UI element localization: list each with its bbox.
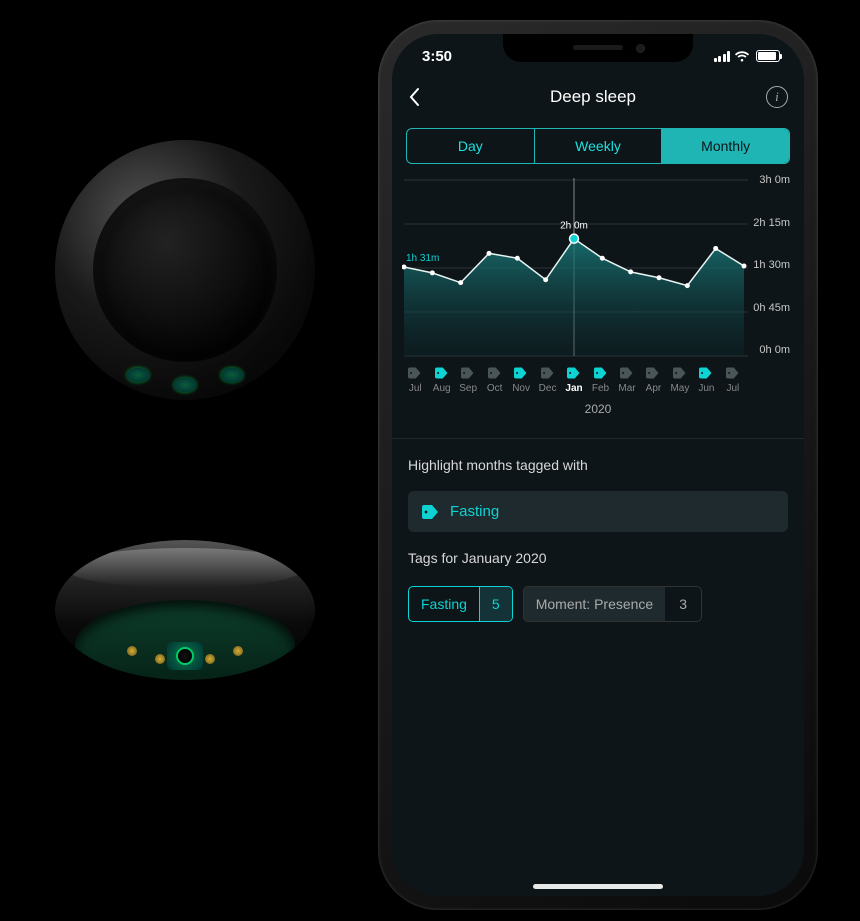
- tags-section-title: Tags for January 2020: [392, 532, 804, 572]
- tab-monthly[interactable]: Monthly: [662, 129, 789, 163]
- phone-frame: 3:50 Deep sleep i Day Weekly Monthly: [378, 20, 818, 910]
- back-icon[interactable]: [408, 87, 420, 107]
- chart-x-axis: JulAugSepOctNovDecJanFebMarAprMayJunJul: [402, 367, 746, 394]
- x-month-apr[interactable]: Apr: [640, 367, 666, 394]
- x-month-sep[interactable]: Sep: [455, 367, 481, 394]
- phone-notch: [503, 34, 693, 62]
- tag-fasting[interactable]: Fasting 5: [408, 586, 513, 622]
- deep-sleep-chart[interactable]: 2h 0m1h 31m 3h 0m 2h 15m 1h 30m 0h 45m 0…: [402, 174, 794, 394]
- x-month-jul[interactable]: Jul: [402, 367, 428, 394]
- nav-header: Deep sleep i: [392, 78, 804, 124]
- x-month-oct[interactable]: Oct: [481, 367, 507, 394]
- status-time: 3:50: [422, 48, 452, 65]
- tag-icon: [422, 505, 440, 519]
- highlight-tag-row[interactable]: Fasting: [408, 491, 788, 532]
- ring-top-product-image: [55, 140, 315, 400]
- wifi-icon: [734, 50, 750, 62]
- x-month-mar[interactable]: Mar: [614, 367, 640, 394]
- chart-year-label: 2020: [392, 402, 804, 416]
- tags-row: Fasting 5 Moment: Presence 3: [408, 586, 788, 622]
- battery-icon: [756, 50, 780, 62]
- home-indicator[interactable]: [533, 884, 663, 889]
- phone-screen: 3:50 Deep sleep i Day Weekly Monthly: [392, 34, 804, 896]
- tag-moment-presence[interactable]: Moment: Presence 3: [523, 586, 702, 622]
- info-icon[interactable]: i: [766, 86, 788, 108]
- svg-text:2h 0m: 2h 0m: [560, 221, 588, 232]
- x-month-jan[interactable]: Jan: [561, 367, 587, 394]
- x-month-nov[interactable]: Nov: [508, 367, 534, 394]
- x-month-jul[interactable]: Jul: [720, 367, 746, 394]
- highlight-tag-label: Fasting: [450, 503, 499, 520]
- highlight-section-title: Highlight months tagged with: [392, 439, 804, 479]
- x-month-feb[interactable]: Feb: [587, 367, 613, 394]
- x-month-jun[interactable]: Jun: [693, 367, 719, 394]
- svg-text:1h 31m: 1h 31m: [406, 253, 439, 264]
- x-month-aug[interactable]: Aug: [428, 367, 454, 394]
- tab-day[interactable]: Day: [407, 129, 535, 163]
- x-month-may[interactable]: May: [667, 367, 693, 394]
- x-month-dec[interactable]: Dec: [534, 367, 560, 394]
- page-title: Deep sleep: [550, 87, 636, 107]
- tab-weekly[interactable]: Weekly: [535, 129, 663, 163]
- period-tabs: Day Weekly Monthly: [406, 128, 790, 164]
- ring-side-product-image: [55, 540, 315, 740]
- signal-icon: [714, 51, 731, 62]
